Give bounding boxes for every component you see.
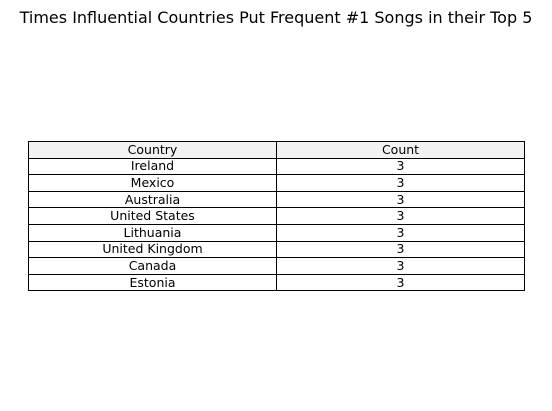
table-row: Estonia 3 <box>29 274 525 291</box>
count-cell: 3 <box>277 258 525 275</box>
country-cell: Estonia <box>29 274 277 291</box>
table-row: United States 3 <box>29 208 525 225</box>
column-header-country: Country <box>29 142 277 159</box>
table-header-row: Country Count <box>29 142 525 159</box>
country-cell: Lithuania <box>29 224 277 241</box>
table-row: United Kingdom 3 <box>29 241 525 258</box>
count-cell: 3 <box>277 175 525 192</box>
country-cell: United Kingdom <box>29 241 277 258</box>
table-row: Ireland 3 <box>29 158 525 175</box>
count-cell: 3 <box>277 241 525 258</box>
table-row: Canada 3 <box>29 258 525 275</box>
count-cell: 3 <box>277 274 525 291</box>
data-table: Country Count Ireland 3 Mexico 3 Australia 3 U… <box>28 141 525 291</box>
chart-title: Times Influential Countries Put Frequent… <box>0 7 552 29</box>
table-row: Australia 3 <box>29 191 525 208</box>
column-header-count: Count <box>277 142 525 159</box>
country-cell: United States <box>29 208 277 225</box>
country-cell: Mexico <box>29 175 277 192</box>
count-cell: 3 <box>277 191 525 208</box>
country-cell: Australia <box>29 191 277 208</box>
table-row: Mexico 3 <box>29 175 525 192</box>
table-body: Country Count Ireland 3 Mexico 3 Australia 3 U… <box>29 142 525 291</box>
country-cell: Ireland <box>29 158 277 175</box>
country-cell: Canada <box>29 258 277 275</box>
count-cell: 3 <box>277 158 525 175</box>
count-cell: 3 <box>277 208 525 225</box>
table-row: Lithuania 3 <box>29 224 525 241</box>
count-cell: 3 <box>277 224 525 241</box>
